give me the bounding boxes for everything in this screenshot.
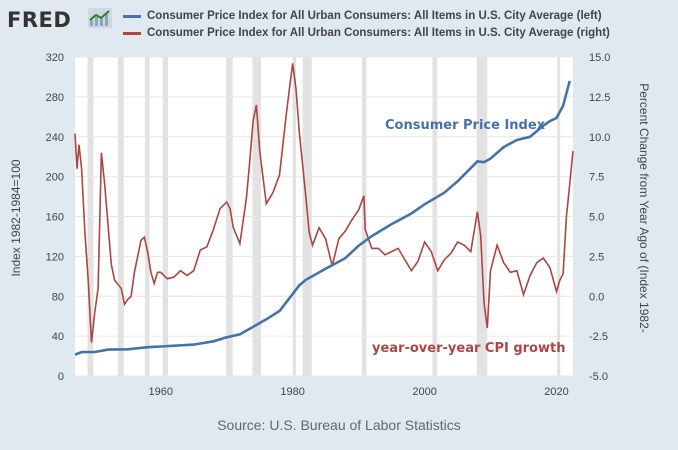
series-line-cpi-index bbox=[74, 80, 571, 356]
left-tick-label: 120 bbox=[46, 251, 64, 263]
legend-item-cpi-right: Consumer Price Index for All Urban Consu… bbox=[123, 26, 610, 40]
left-axis-title: Index 1982-1984=100 bbox=[9, 159, 23, 276]
annotation-yoy-growth: year-over-year CPI growth bbox=[372, 341, 565, 356]
left-tick-label: 200 bbox=[46, 172, 64, 184]
right-tick-label: 12.5 bbox=[589, 92, 610, 104]
right-tick-label: 7.5 bbox=[589, 172, 604, 184]
right-axis-ticks: -5.0 -2.5 0.0 2.5 5.0 7.5 10.0 12.5 15.0 bbox=[589, 52, 610, 383]
fred-chart-icon bbox=[88, 8, 112, 28]
right-tick-label: 5.0 bbox=[589, 212, 604, 224]
right-tick-label: 15.0 bbox=[589, 52, 610, 64]
right-tick-label: 0.0 bbox=[589, 291, 604, 303]
x-tick-label: 2000 bbox=[412, 386, 436, 398]
legend-label-cpi: Consumer Price Index for All Urban Consu… bbox=[147, 10, 602, 22]
left-tick-label: 40 bbox=[52, 331, 64, 343]
right-tick-label: 2.5 bbox=[589, 251, 604, 263]
left-tick-label: 0 bbox=[58, 371, 64, 383]
left-tick-label: 160 bbox=[46, 212, 64, 224]
left-tick-label: 80 bbox=[52, 291, 64, 303]
source-note: Source: U.S. Bureau of Labor Statistics bbox=[217, 417, 461, 433]
right-tick-label: -2.5 bbox=[589, 331, 608, 343]
right-tick-label: 10.0 bbox=[589, 132, 610, 144]
annotation-cpi: Consumer Price Index bbox=[385, 118, 546, 133]
legend-item-cpi-left: Consumer Price Index for All Urban Consu… bbox=[123, 9, 602, 23]
left-tick-label: 280 bbox=[46, 92, 64, 104]
x-tick-label: 1960 bbox=[149, 386, 173, 398]
left-tick-label: 320 bbox=[46, 52, 64, 64]
series-line-yoy-growth bbox=[74, 63, 574, 343]
left-tick-label: 240 bbox=[46, 132, 64, 144]
x-tick-label: 1980 bbox=[280, 386, 304, 398]
right-tick-label: -5.0 bbox=[589, 371, 608, 383]
fred-logo: FRED bbox=[7, 8, 72, 32]
gridlines bbox=[75, 56, 573, 377]
x-axis-ticks: 1960 1980 2000 2020 bbox=[149, 386, 569, 398]
left-axis-ticks: 0 40 80 120 160 200 240 280 320 bbox=[46, 52, 64, 383]
right-axis-title: Percent Change from Year Ago of (Index 1… bbox=[637, 83, 651, 333]
x-tick-label: 2020 bbox=[544, 386, 568, 398]
legend-swatch-growth bbox=[123, 31, 141, 35]
legend-label-growth: Consumer Price Index for All Urban Consu… bbox=[147, 27, 610, 39]
legend-swatch-cpi bbox=[123, 14, 141, 18]
